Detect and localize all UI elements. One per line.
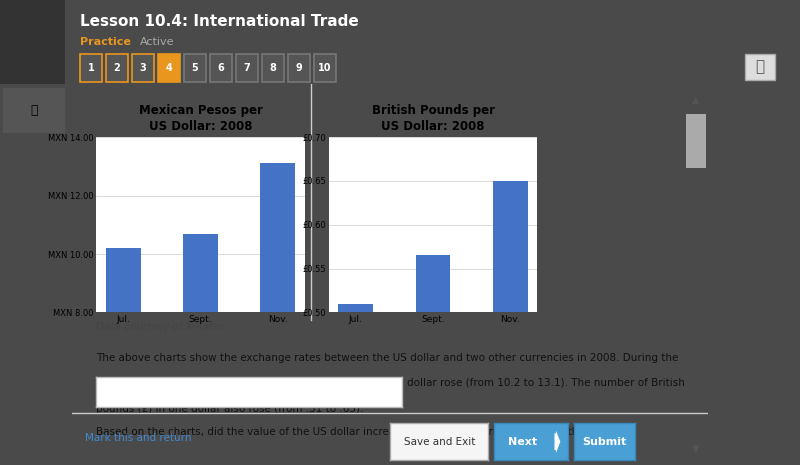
Text: ▼: ▼: [692, 444, 700, 453]
Text: Save and Exit: Save and Exit: [403, 437, 475, 447]
Bar: [158, 54, 180, 82]
Text: 8: 8: [270, 63, 277, 73]
Text: Based on the charts, did the value of the US dollar increase or decrease during : Based on the charts, did the value of th…: [97, 427, 590, 437]
Bar: [745, 54, 775, 80]
Bar: [132, 54, 154, 82]
Text: 5: 5: [192, 63, 198, 73]
Bar: [183, 233, 218, 465]
Text: 7: 7: [244, 63, 250, 73]
FancyArrow shape: [554, 431, 560, 453]
Text: 3: 3: [140, 63, 146, 73]
Text: The above charts show the exchange rates between the US dollar and two other cur: The above charts show the exchange rates…: [97, 352, 679, 363]
Text: pounds (£) in one dollar also rose (from .51 to .65).: pounds (£) in one dollar also rose (from…: [97, 405, 364, 414]
Text: Data courtesy of X-Rates: Data courtesy of X-Rates: [97, 322, 226, 332]
Title: Mexican Pesos per
US Dollar: 2008: Mexican Pesos per US Dollar: 2008: [138, 104, 262, 133]
Bar: [0, 0, 65, 84]
Bar: [262, 54, 284, 82]
Bar: [338, 304, 374, 465]
Bar: [3, 87, 65, 133]
Text: 6: 6: [218, 63, 224, 73]
Text: Submit: Submit: [582, 437, 626, 447]
Bar: [236, 54, 258, 82]
Bar: [314, 54, 336, 82]
Bar: [106, 248, 141, 465]
Bar: [686, 114, 706, 167]
Text: 2: 2: [114, 63, 120, 73]
Text: months shown, the number of Mexican pesos (MXN) in one dollar rose (from 10.2 to: months shown, the number of Mexican peso…: [97, 379, 686, 388]
Text: ▲: ▲: [692, 95, 700, 105]
Text: Mark this and return: Mark this and return: [85, 433, 191, 443]
Bar: [184, 54, 206, 82]
Text: Practice: Practice: [80, 37, 131, 47]
Text: 9: 9: [296, 63, 302, 73]
Bar: [106, 54, 128, 82]
Bar: [416, 255, 450, 465]
Text: 🎧: 🎧: [30, 104, 38, 117]
Bar: [210, 54, 232, 82]
Bar: [80, 54, 102, 82]
Text: 4: 4: [166, 63, 172, 73]
Text: 10: 10: [318, 63, 332, 73]
Text: ⎙: ⎙: [755, 59, 765, 74]
Bar: [260, 163, 295, 465]
Text: Active: Active: [140, 37, 174, 47]
Text: Lesson 10.4: International Trade: Lesson 10.4: International Trade: [80, 14, 358, 29]
Bar: [493, 181, 528, 465]
Text: 1: 1: [88, 63, 94, 73]
Bar: [288, 54, 310, 82]
Text: Next: Next: [508, 437, 537, 447]
Title: British Pounds per
US Dollar: 2008: British Pounds per US Dollar: 2008: [371, 104, 494, 133]
